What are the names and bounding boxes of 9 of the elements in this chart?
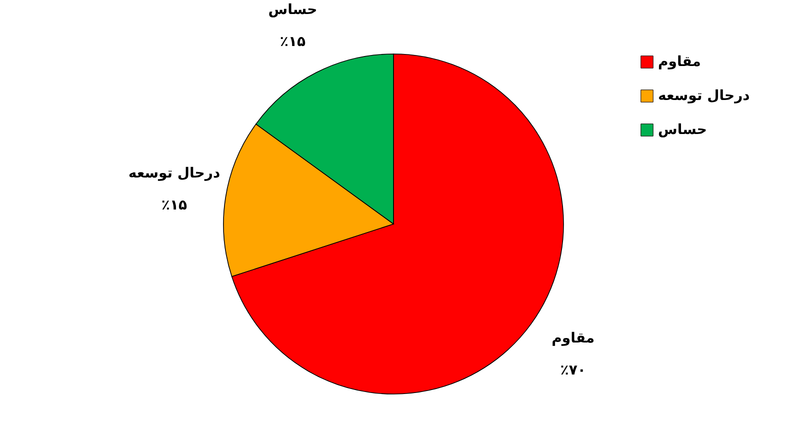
slice-label: مقاوم [552,330,595,346]
legend-label: مقاوم [658,54,701,70]
category-label: حساس [268,2,318,18]
data-label: ٪۱۵ [161,197,188,214]
data-label: ٪۷۰ [560,362,586,378]
legend-label: درحال توسعه [658,88,750,104]
legend-label: حساس [658,122,707,138]
slice-label: درحال توسعه [128,165,220,182]
data-label: ٪۱۵ [280,34,306,50]
